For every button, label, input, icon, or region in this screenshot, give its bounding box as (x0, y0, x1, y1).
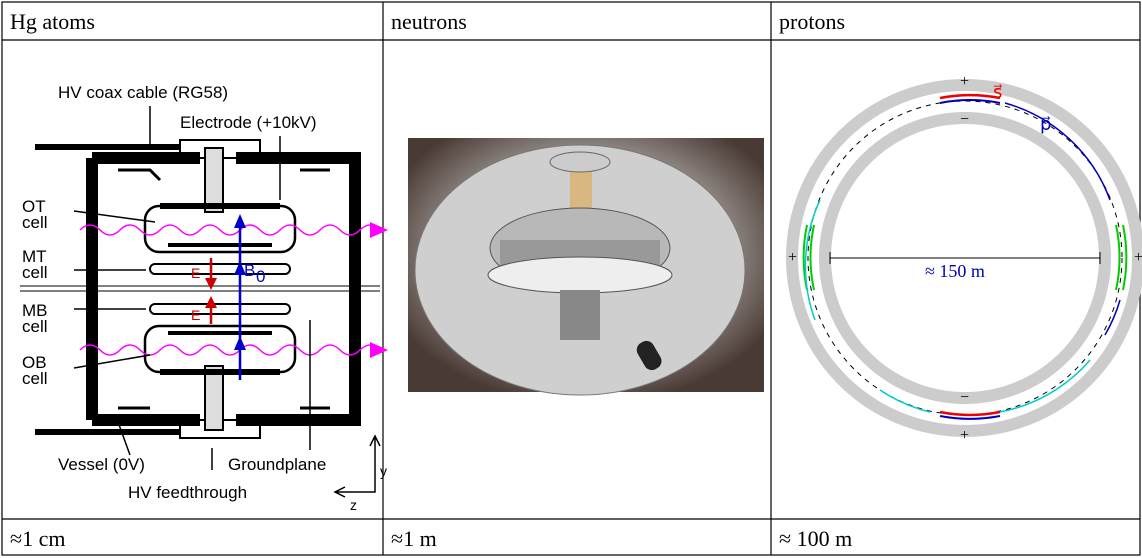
proton-labels: s⃗ p⃗ ≈ 150 m + + + + − − (788, 73, 1142, 444)
header-cell: Hg atoms (10, 9, 95, 34)
label: cell (22, 369, 48, 388)
label: MT (22, 247, 47, 266)
footer-cell: ≈1 cm (10, 526, 65, 551)
header-cell: protons (779, 9, 845, 34)
label: y (380, 463, 387, 479)
footer-cell: ≈ 100 m (779, 526, 852, 551)
label: MB (22, 301, 48, 320)
label: cell (22, 213, 48, 232)
label: cell (22, 317, 48, 336)
label: OB (22, 353, 47, 372)
label: z (350, 497, 357, 513)
label: ≈ 150 m (925, 261, 985, 281)
charge-sign: + (788, 249, 797, 266)
label: 0 (256, 267, 265, 286)
proton-ring (786, 79, 1142, 437)
label: HV feedthrough (128, 483, 247, 502)
hg-labels: HV coax cable (RG58) Electrode (+10kV) O… (22, 83, 387, 513)
neutron-photo (408, 138, 764, 396)
charge-sign: − (960, 111, 969, 128)
charge-sign: + (1134, 249, 1142, 266)
label: Vessel (0V) (58, 455, 145, 474)
label: Electrode (+10kV) (180, 113, 317, 132)
footer-cell: ≈1 m (391, 526, 437, 551)
label: cell (22, 263, 48, 282)
label: p⃗ (1040, 114, 1051, 134)
label: B (244, 261, 255, 280)
hg-diagram (20, 106, 388, 498)
label: E (191, 307, 200, 323)
label: OT (22, 197, 46, 216)
label: s⃗ (993, 82, 1002, 102)
charge-sign: − (960, 389, 969, 406)
charge-sign: + (960, 73, 969, 90)
charge-sign: + (960, 427, 969, 444)
header-cell: neutrons (391, 9, 467, 34)
label: HV coax cable (RG58) (58, 83, 228, 102)
label: Groundplane (228, 455, 326, 474)
label: E (191, 265, 200, 281)
